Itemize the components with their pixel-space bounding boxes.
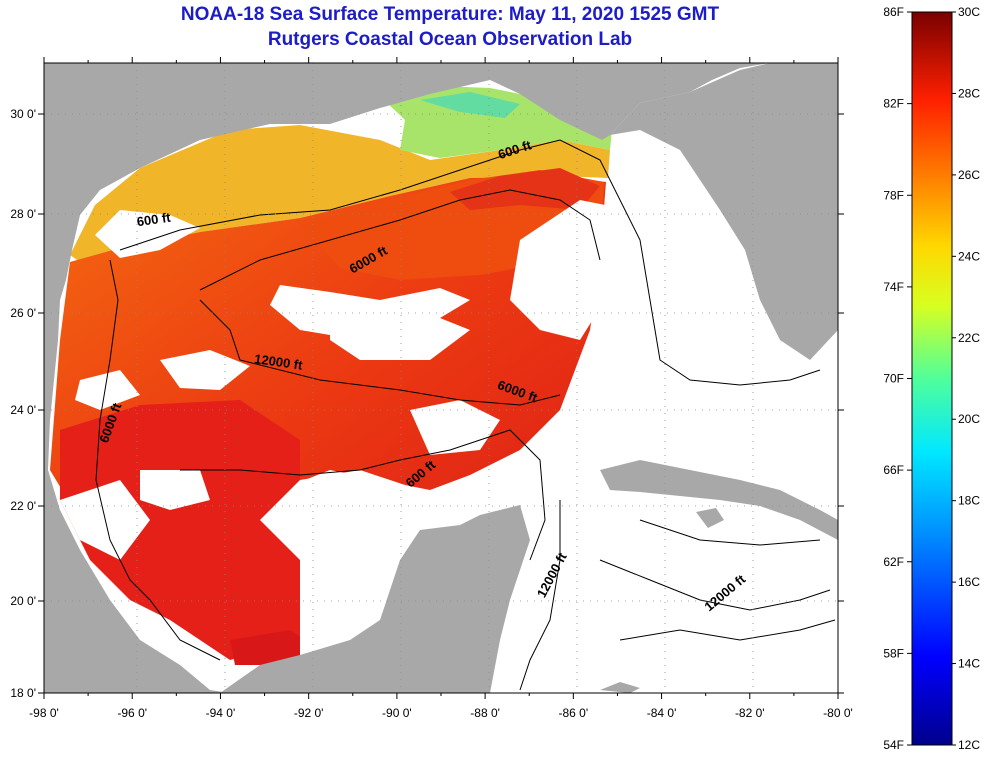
c-label: 16C <box>958 575 980 589</box>
f-label: 66F <box>883 463 904 477</box>
land <box>44 63 838 693</box>
lat-tick-label: 28 0' <box>10 207 36 221</box>
contour-label: 12000 ft <box>253 351 304 373</box>
lat-tick-label: 24 0' <box>10 403 36 417</box>
contour-label: 600 ft <box>136 210 172 230</box>
color-bar <box>911 11 953 746</box>
c-label: 14C <box>958 657 980 671</box>
map-title: NOAA-18 Sea Surface Temperature: May 11,… <box>180 4 720 25</box>
lon-tick-label: -84 0' <box>647 706 677 720</box>
c-label: 28C <box>958 86 980 100</box>
lat-tick-label: 20 0' <box>10 594 36 608</box>
f-label: 70F <box>883 372 904 386</box>
lon-tick-label: -98 0' <box>29 706 59 720</box>
graticule <box>44 63 838 693</box>
f-label: 82F <box>883 97 904 111</box>
c-label: 22C <box>958 331 980 345</box>
c-label: 20C <box>958 412 980 426</box>
f-label: 54F <box>883 738 904 752</box>
land-cuba <box>600 460 838 540</box>
f-label: 78F <box>883 188 904 202</box>
land-mexico-us <box>44 63 838 693</box>
f-label: 62F <box>883 555 904 569</box>
lat-tick-label: 18 0' <box>10 686 36 700</box>
f-label: 74F <box>883 280 904 294</box>
land-florida <box>610 63 838 360</box>
lon-tick-label: -92 0' <box>294 706 324 720</box>
lat-tick-label: 30 0' <box>10 107 36 121</box>
lat-tick-label: 22 0' <box>10 499 36 513</box>
c-label: 30C <box>958 5 980 19</box>
land-yucatan <box>220 505 530 693</box>
f-label: 86F <box>883 5 904 19</box>
c-label: 24C <box>958 249 980 263</box>
lon-tick-label: -82 0' <box>735 706 765 720</box>
color-bar-labels: 86F 82F 78F 74F 70F 66F 62F 58F 54F 30C 28C 26C 24C 2… <box>883 5 980 752</box>
lon-tick-label: -86 0' <box>559 706 589 720</box>
c-label: 18C <box>958 494 980 508</box>
c-label: 26C <box>958 168 980 182</box>
map-axes: -98 0' -96 0' -94 0' -92 0' -90 0' -88 0' -86 … <box>10 57 853 720</box>
lon-tick-label: -96 0' <box>117 706 147 720</box>
bathymetry-contours <box>95 139 836 691</box>
lon-tick-label: -94 0' <box>206 706 236 720</box>
lon-tick-label: -88 0' <box>470 706 500 720</box>
lon-tick-label: -80 0' <box>823 706 853 720</box>
lon-tick-label: -90 0' <box>382 706 412 720</box>
f-label: 58F <box>883 646 904 660</box>
map-subtitle: Rutgers Coastal Ocean Observation Lab <box>267 29 633 50</box>
c-label: 12C <box>958 738 980 752</box>
lat-tick-label: 26 0' <box>10 306 36 320</box>
